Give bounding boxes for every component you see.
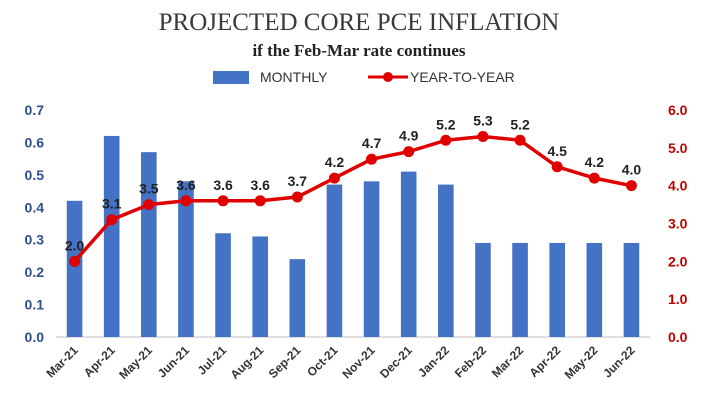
chart-subtitle: if the Feb-Mar rate continues: [252, 41, 465, 60]
x-tick-label: Apr-22: [527, 343, 564, 380]
legend-label-year-to-year: YEAR-TO-YEAR: [410, 69, 515, 85]
bar-monthly: [215, 233, 231, 337]
legend-label-monthly: MONTHLY: [260, 69, 328, 85]
point-year-to-year: [625, 180, 637, 192]
chart-legend: MONTHLY YEAR-TO-YEAR: [213, 69, 515, 85]
point-year-to-year: [366, 153, 378, 165]
data-label-year-to-year: 3.1: [102, 196, 122, 212]
y-left-tick-label: 0.3: [25, 232, 45, 248]
point-year-to-year: [477, 130, 489, 142]
x-tick-label: Feb-22: [452, 343, 489, 380]
x-tick-label: Jan-22: [415, 343, 452, 380]
line-year-to-year: [73, 134, 632, 263]
bar-monthly: [586, 242, 603, 337]
y-right-tick-label: 1.0: [668, 291, 688, 307]
data-label-year-to-year: 3.5: [139, 181, 159, 197]
bar-monthly: [475, 242, 491, 337]
data-label-year-to-year: 4.2: [325, 154, 345, 170]
y-left-tick-label: 0.4: [25, 199, 45, 215]
x-tick-label: Jun-22: [600, 343, 637, 380]
data-label-year-to-year: 4.9: [399, 128, 419, 144]
point-year-to-year: [254, 195, 266, 207]
bar-monthly: [326, 184, 343, 337]
legend-marker-year-to-year: [383, 72, 393, 82]
point-year-to-year: [106, 214, 118, 226]
data-label-year-to-year: 3.7: [288, 173, 308, 189]
bar-monthly: [363, 181, 380, 337]
data-label-year-to-year: 4.5: [547, 143, 567, 159]
line-series-year-to-year: [69, 130, 637, 267]
point-year-to-year: [514, 134, 526, 146]
data-label-year-to-year: 4.7: [362, 135, 382, 151]
point-year-to-year: [328, 172, 340, 184]
y-left-tick-label: 0.6: [25, 134, 45, 150]
point-year-to-year: [143, 199, 155, 211]
y-left-tick-label: 0.1: [25, 297, 45, 313]
x-tick-label: Mar-22: [489, 343, 526, 380]
y-right-tick-label: 3.0: [668, 216, 688, 232]
data-label-year-to-year: 5.2: [510, 116, 530, 132]
data-label-year-to-year: 3.6: [176, 177, 196, 193]
bar-monthly: [66, 200, 83, 337]
point-year-to-year: [403, 146, 415, 158]
bar-monthly: [400, 171, 417, 337]
bar-monthly: [438, 184, 454, 337]
x-tick-label: Oct-21: [304, 343, 341, 380]
data-label-year-to-year: 5.2: [436, 116, 456, 132]
data-label-year-to-year: 3.6: [213, 177, 233, 193]
point-year-to-year: [440, 134, 452, 146]
point-year-to-year: [551, 161, 563, 173]
x-tick-label: Apr-21: [81, 343, 118, 380]
data-label-year-to-year: 4.2: [585, 154, 605, 170]
y-right-tick-label: 4.0: [668, 178, 688, 194]
data-label-year-to-year: 4.0: [622, 162, 642, 178]
x-tick-label: Aug-21: [228, 343, 267, 382]
bar-monthly: [141, 152, 157, 337]
bar-monthly: [549, 242, 565, 337]
data-label-year-to-year: 3.6: [250, 177, 270, 193]
data-label-year-to-year: 5.3: [473, 112, 493, 128]
x-tick-label: Dec-21: [377, 343, 415, 381]
chart-title: PROJECTED CORE PCE INFLATION: [159, 9, 560, 36]
y-right-tick-label: 5.0: [668, 140, 688, 156]
x-tick-label: Sep-21: [266, 343, 304, 381]
x-tick-label: Nov-21: [339, 343, 377, 381]
chart-axes: 0.0 0.1 0.2 0.3 0.4 0.5 0.6 0.7 0.0 1.0 2.0 3.0 4.0 5…: [25, 102, 688, 382]
point-year-to-year: [180, 195, 192, 207]
x-tick-label: Jul-21: [195, 343, 230, 378]
x-tick-label: Jun-21: [155, 343, 192, 380]
x-tick-label: Mar-21: [43, 343, 80, 380]
data-label-year-to-year: 2.0: [65, 237, 85, 253]
y-left-tick-label: 0.7: [25, 102, 45, 118]
y-left-tick-label: 0.0: [25, 329, 45, 345]
bar-monthly: [289, 259, 306, 337]
point-year-to-year: [588, 172, 600, 184]
y-right-tick-label: 2.0: [668, 253, 688, 269]
point-year-to-year: [217, 195, 229, 207]
bar-monthly: [103, 135, 120, 337]
bar-monthly: [512, 242, 528, 337]
legend-swatch-monthly: [213, 71, 249, 84]
point-year-to-year: [69, 255, 81, 267]
data-labels: 2.0 3.1 3.5 3.6 3.6 3.6 3.7 4.2 4.7 4.9 5.2 5.3 5.2 4…: [65, 112, 642, 253]
bar-monthly: [623, 242, 640, 337]
y-left-tick-label: 0.2: [25, 264, 45, 280]
point-year-to-year: [291, 191, 303, 203]
y-right-tick-label: 6.0: [668, 102, 688, 118]
bar-monthly: [178, 181, 194, 337]
y-right-tick-label: 0.0: [668, 329, 688, 345]
bar-series-monthly: [66, 135, 640, 337]
x-tick-label: May-21: [116, 343, 155, 382]
y-left-tick-label: 0.5: [25, 167, 45, 183]
bar-monthly: [252, 236, 268, 337]
x-tick-label: May-22: [562, 343, 601, 382]
